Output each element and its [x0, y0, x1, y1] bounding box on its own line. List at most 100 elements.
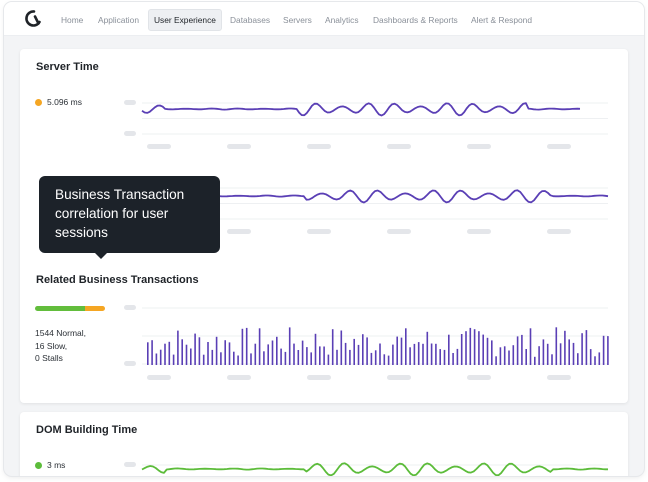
transaction-bar [555, 327, 558, 365]
axis-label-placeholder [307, 375, 331, 380]
axis-label-placeholder [227, 229, 251, 234]
transaction-bar [172, 354, 175, 365]
nav-alert-respond[interactable]: Alert & Respond [471, 15, 532, 25]
app-logo-icon[interactable] [25, 10, 42, 28]
transaction-bar [177, 330, 179, 365]
transaction-bar [314, 333, 317, 365]
nav-servers[interactable]: Servers [283, 15, 312, 25]
transaction-stats: 1544 Normal, 16 Slow, 0 Stalls [35, 327, 86, 365]
transaction-bar [280, 348, 282, 365]
transaction-bar [392, 344, 394, 365]
transaction-bar [551, 354, 553, 365]
transaction-bar [387, 355, 390, 365]
axis-label-placeholder [467, 144, 491, 149]
transaction-bar [383, 354, 386, 365]
transaction-bar [319, 346, 321, 365]
transaction-bar [577, 353, 579, 365]
transaction-bar [288, 327, 291, 365]
tooltip-line: Business Transaction [55, 187, 185, 202]
transaction-bar [331, 329, 334, 365]
transaction-bar [263, 351, 265, 365]
nav-dashboards-reports[interactable]: Dashboards & Reports [373, 15, 458, 25]
transaction-bar [293, 343, 295, 365]
axis-label-placeholder [467, 229, 491, 234]
transaction-bar [572, 342, 575, 365]
transaction-bar [353, 338, 355, 365]
axis-label-placeholder [124, 100, 136, 105]
feature-tooltip: Business Transaction correlation for use… [39, 176, 220, 259]
transaction-bar [512, 345, 515, 365]
dom-building-legend-value: 3 ms [47, 460, 66, 470]
transaction-bar [546, 343, 549, 365]
transaction-bar [465, 331, 467, 365]
nav-analytics[interactable]: Analytics [325, 15, 359, 25]
transaction-bar [301, 340, 304, 365]
transaction-bar [589, 349, 592, 365]
axis-label-placeholder [467, 375, 491, 380]
axis-label-placeholder [307, 229, 331, 234]
transaction-bar [585, 330, 588, 365]
transaction-bar [426, 331, 429, 365]
transaction-bar [297, 350, 300, 365]
transaction-bar [241, 328, 244, 365]
transaction-bar [469, 327, 472, 365]
transaction-bar [602, 335, 605, 365]
transaction-bar [559, 343, 562, 365]
transaction-bar [336, 349, 338, 365]
transaction-bar [516, 336, 519, 365]
tooltip-line: sessions [55, 225, 108, 240]
axis-label-placeholder [124, 462, 136, 467]
transaction-bar [340, 330, 343, 365]
top-navigation: Home Application User Experience Databas… [4, 2, 644, 36]
dom-building-legend: 3 ms [35, 460, 65, 470]
transaction-bar [155, 353, 158, 365]
axis-label-placeholder [147, 144, 171, 149]
axis-label-placeholder [547, 144, 571, 149]
transaction-bar [228, 342, 231, 365]
transaction-bar [185, 344, 188, 365]
transaction-bar [499, 347, 502, 365]
transaction-bar [306, 347, 308, 365]
transaction-bar [568, 339, 570, 365]
related-transactions-title: Related Business Transactions [36, 274, 199, 286]
transaction-bar [284, 351, 287, 365]
transaction-bar [344, 342, 347, 365]
transaction-bar [542, 339, 545, 365]
transaction-bar [482, 334, 484, 365]
slow-segment [85, 306, 105, 311]
transaction-bar [323, 346, 325, 365]
transaction-bar [233, 351, 235, 365]
transactions-bar-chart[interactable] [20, 49, 628, 403]
nav-home[interactable]: Home [61, 15, 84, 25]
transaction-bar [439, 349, 441, 365]
tooltip-arrow [95, 253, 107, 259]
transaction-bar [190, 348, 192, 365]
transaction-bar [147, 342, 149, 365]
transaction-bar [258, 328, 261, 365]
dom-building-chart[interactable] [20, 412, 628, 476]
transaction-bar [194, 333, 196, 365]
transaction-bar [254, 343, 257, 365]
transaction-bar [362, 334, 364, 365]
nav-databases[interactable]: Databases [230, 15, 271, 25]
server-time-chart[interactable] [20, 49, 628, 159]
transaction-bar [207, 342, 209, 365]
transaction-bar [486, 337, 489, 365]
series-line [141, 462, 608, 476]
transaction-bar [168, 341, 171, 365]
transaction-bar [159, 349, 162, 365]
nav-user-experience[interactable]: User Experience [148, 9, 222, 31]
transaction-split-bar [35, 306, 105, 311]
legend-dot-icon [35, 462, 42, 469]
transaction-bar [276, 336, 278, 365]
transaction-bar [503, 346, 506, 365]
nav-application[interactable]: Application [98, 15, 139, 25]
axis-label-placeholder [387, 144, 411, 149]
transaction-bar [478, 331, 480, 365]
transaction-bar [220, 352, 222, 365]
transaction-bar [598, 352, 601, 365]
transaction-bar [181, 339, 183, 365]
transaction-bar [250, 353, 252, 365]
axis-label-placeholder [227, 375, 251, 380]
transaction-bar [396, 336, 398, 365]
